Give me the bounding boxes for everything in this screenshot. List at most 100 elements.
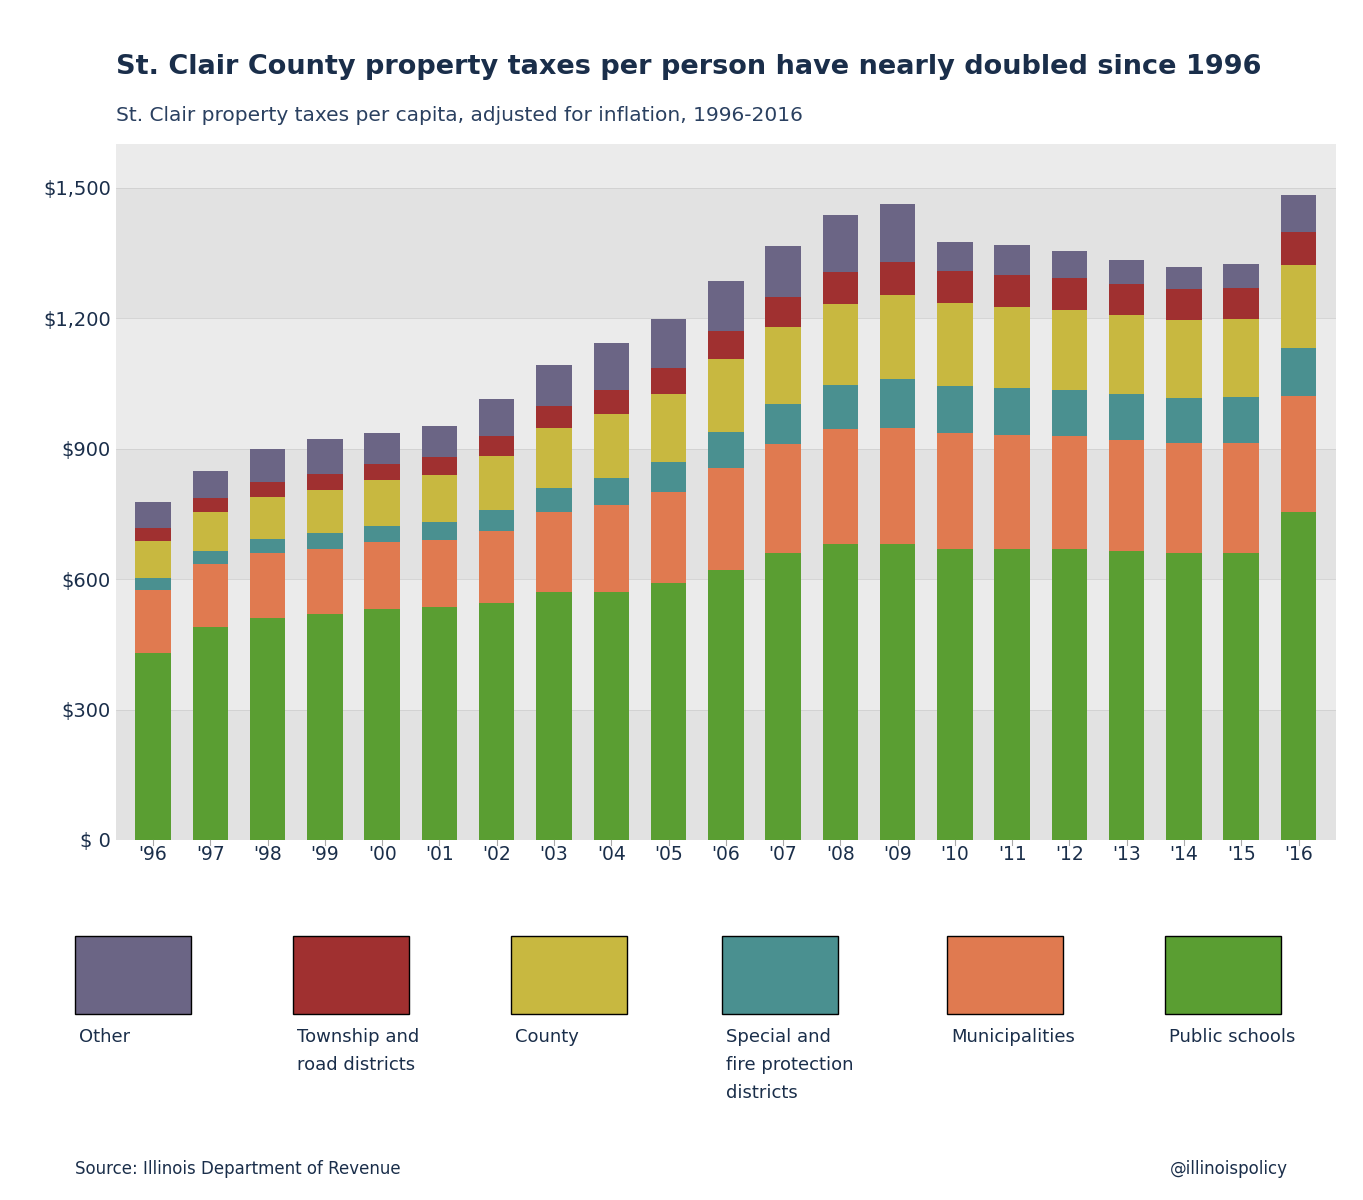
Bar — [192, 498, 228, 511]
Bar — [478, 400, 514, 437]
Bar — [1224, 553, 1259, 840]
Text: fire protection: fire protection — [726, 1056, 855, 1074]
Bar — [938, 270, 973, 302]
Bar — [1052, 252, 1088, 278]
Bar — [707, 282, 744, 331]
Bar — [1167, 398, 1202, 443]
Bar — [995, 548, 1030, 840]
Bar — [938, 548, 973, 840]
Bar — [135, 502, 170, 528]
Bar — [995, 307, 1030, 389]
Bar — [1224, 397, 1259, 443]
Bar — [880, 379, 916, 427]
Bar — [938, 302, 973, 386]
Text: road districts: road districts — [297, 1056, 416, 1074]
Bar — [1167, 443, 1202, 553]
Bar — [765, 298, 801, 326]
Bar — [1052, 548, 1088, 840]
Bar — [478, 456, 514, 510]
Bar — [1281, 233, 1317, 265]
Bar — [650, 368, 687, 394]
Bar — [478, 532, 514, 602]
Bar — [995, 434, 1030, 548]
Bar — [938, 386, 973, 433]
Bar — [421, 607, 457, 840]
Bar — [1109, 394, 1145, 440]
Bar — [135, 590, 170, 653]
Text: Special and: Special and — [726, 1028, 831, 1046]
Bar — [823, 428, 859, 545]
Bar — [249, 553, 285, 618]
Bar — [192, 564, 228, 626]
Bar — [135, 653, 170, 840]
Bar — [1281, 348, 1317, 396]
Bar — [249, 539, 285, 553]
Bar — [765, 246, 801, 298]
Bar — [135, 577, 170, 590]
Text: Public schools: Public schools — [1169, 1028, 1296, 1046]
Bar — [1224, 319, 1259, 397]
Bar — [364, 542, 399, 610]
Bar — [1167, 319, 1202, 398]
Bar — [823, 545, 859, 840]
Bar — [938, 433, 973, 548]
Bar — [116, 578, 1336, 709]
Bar — [307, 490, 342, 533]
Bar — [192, 551, 228, 564]
Bar — [116, 187, 1336, 318]
Bar — [478, 437, 514, 456]
Bar — [307, 474, 342, 490]
Bar — [307, 439, 342, 474]
Text: Township and: Township and — [297, 1028, 420, 1046]
Bar — [765, 553, 801, 840]
Bar — [421, 522, 457, 540]
Bar — [249, 618, 285, 840]
Bar — [650, 462, 687, 492]
Bar — [1224, 288, 1259, 319]
Bar — [1109, 440, 1145, 551]
Bar — [364, 610, 399, 840]
Bar — [249, 482, 285, 497]
Bar — [307, 533, 342, 548]
Bar — [593, 390, 628, 414]
Bar — [249, 449, 285, 482]
Bar — [593, 414, 628, 478]
Bar — [880, 263, 916, 295]
Bar — [707, 432, 744, 468]
Bar — [823, 304, 859, 385]
Bar — [995, 389, 1030, 434]
Bar — [1109, 259, 1145, 283]
Bar — [364, 463, 399, 480]
Bar — [478, 602, 514, 840]
Bar — [650, 319, 687, 368]
Bar — [1109, 314, 1145, 394]
Text: @illinoispolicy: @illinoispolicy — [1169, 1159, 1288, 1177]
Bar — [938, 242, 973, 270]
Bar — [593, 478, 628, 505]
Bar — [650, 492, 687, 583]
Bar — [536, 511, 571, 592]
Bar — [192, 470, 228, 498]
Bar — [1109, 551, 1145, 840]
Bar — [1224, 443, 1259, 553]
Bar — [1052, 390, 1088, 437]
Bar — [192, 511, 228, 551]
Bar — [421, 457, 457, 475]
Bar — [880, 204, 916, 263]
Bar — [116, 318, 1336, 449]
Bar — [765, 404, 801, 444]
Bar — [707, 570, 744, 840]
Bar — [995, 245, 1030, 275]
Bar — [765, 326, 801, 404]
Bar — [593, 592, 628, 840]
Bar — [364, 526, 399, 542]
Bar — [1281, 265, 1317, 348]
Text: districts: districts — [726, 1084, 799, 1102]
Bar — [1167, 266, 1202, 289]
Bar — [593, 343, 628, 390]
Bar — [1224, 264, 1259, 288]
Bar — [880, 427, 916, 545]
Bar — [364, 480, 399, 526]
Text: Other: Other — [79, 1028, 131, 1046]
Bar — [593, 505, 628, 592]
